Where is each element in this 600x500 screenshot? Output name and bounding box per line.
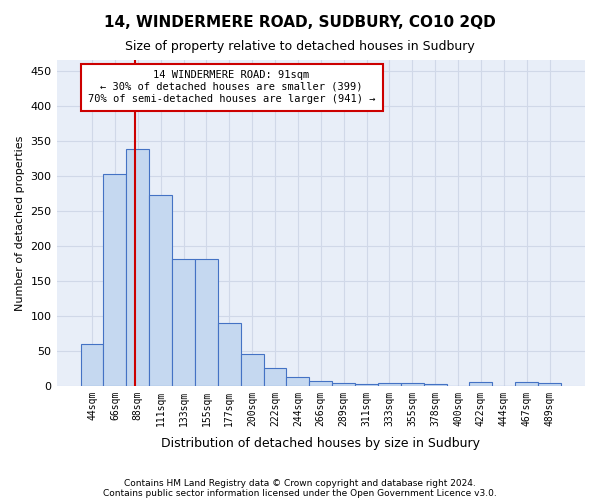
Bar [401, 383, 424, 386]
Text: 14, WINDERMERE ROAD, SUDBURY, CO10 2QD: 14, WINDERMERE ROAD, SUDBURY, CO10 2QD [104, 15, 496, 30]
Y-axis label: Number of detached properties: Number of detached properties [15, 135, 25, 310]
Bar [149, 195, 172, 386]
FancyBboxPatch shape [80, 64, 383, 111]
Bar [424, 384, 446, 386]
Text: Contains HM Land Registry data © Crown copyright and database right 2024.: Contains HM Land Registry data © Crown c… [124, 478, 476, 488]
Bar [80, 344, 103, 386]
Bar [538, 383, 561, 386]
Text: Contains public sector information licensed under the Open Government Licence v3: Contains public sector information licen… [103, 488, 497, 498]
Bar [241, 354, 263, 386]
X-axis label: Distribution of detached houses by size in Sudbury: Distribution of detached houses by size … [161, 437, 480, 450]
Bar [103, 174, 127, 386]
Text: Size of property relative to detached houses in Sudbury: Size of property relative to detached ho… [125, 40, 475, 53]
Bar [286, 376, 310, 386]
Bar [195, 259, 218, 386]
Text: 70% of semi-detached houses are larger (941) →: 70% of semi-detached houses are larger (… [88, 94, 376, 104]
Text: 14 WINDERMERE ROAD: 91sqm: 14 WINDERMERE ROAD: 91sqm [154, 70, 310, 80]
Bar [378, 383, 401, 386]
Bar [263, 368, 286, 386]
Bar [469, 382, 493, 386]
Bar [127, 149, 149, 386]
Bar [172, 259, 195, 386]
Bar [355, 384, 378, 386]
Text: ← 30% of detached houses are smaller (399): ← 30% of detached houses are smaller (39… [100, 82, 363, 92]
Bar [332, 383, 355, 386]
Bar [515, 382, 538, 386]
Bar [218, 324, 241, 386]
Bar [310, 381, 332, 386]
